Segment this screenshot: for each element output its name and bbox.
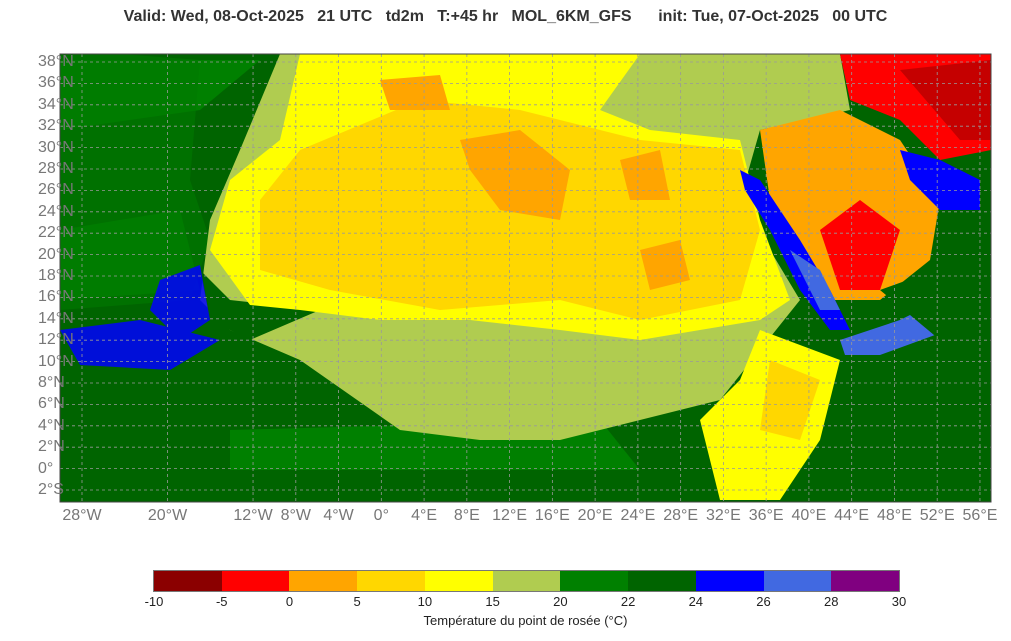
latitude-label: 0° — [38, 459, 54, 477]
colorbar-tick: 0 — [285, 594, 294, 609]
longitude-label: 20°E — [577, 507, 613, 524]
init-hour: 00 UTC — [832, 8, 888, 25]
latitude-label: 2°S — [38, 481, 64, 498]
longitude-label: 40°E — [791, 507, 827, 524]
latitude-label: 8°N — [38, 374, 65, 391]
latitude-label: 26°N — [38, 181, 74, 199]
region-green-ocean — [60, 54, 210, 310]
latitude-label: 34°N — [38, 95, 74, 113]
model-name: MOL_6KM_GFS — [511, 8, 632, 25]
init-time: init: Tue, 07-Oct-2025 — [658, 8, 819, 25]
colorbar-tick: 10 — [417, 594, 433, 609]
colorbar-tick: -5 — [215, 594, 228, 609]
colorbar-tick: 20 — [553, 594, 568, 609]
variable: td2m — [385, 8, 424, 25]
lead-time: T:+45 hr — [437, 8, 499, 25]
longitude-label: 44°E — [834, 507, 870, 524]
region-blue-atlantic — [60, 265, 220, 370]
colorbar-swatch — [221, 571, 290, 591]
colorbar-swatch — [628, 571, 696, 591]
longitude-label: 28°W — [62, 507, 102, 524]
valid-time: Valid: Wed, 08-Oct-2025 — [123, 8, 304, 25]
colorbar-swatch — [289, 571, 358, 591]
colorbar — [153, 570, 900, 592]
latitude-label: 18°N — [38, 267, 74, 284]
latitude-label: 2°N — [38, 438, 65, 456]
graticule — [60, 54, 991, 502]
longitude-label: 8°W — [280, 507, 311, 524]
latitude-label: 24°N — [38, 202, 74, 220]
latitude-label: 20°N — [38, 245, 74, 263]
latitude-label: 6°N — [38, 395, 65, 413]
colorbar-swatch — [424, 571, 493, 591]
map-frame — [59, 53, 992, 503]
colorbar-swatch — [357, 571, 425, 591]
colorbar-label: Température du point de rosée (°C) — [423, 613, 628, 628]
colorbar-swatch — [560, 571, 629, 591]
map-title: Valid: Wed, 08-Oct-2025 21 UTC td2m T:+4… — [0, 8, 1011, 26]
region-gold-ethiopia — [760, 360, 820, 440]
region-dark-red — [900, 60, 991, 140]
colorbar-tick: 26 — [756, 594, 771, 609]
indian-ocean — [820, 250, 991, 502]
colorbar-tick: 22 — [620, 594, 636, 609]
longitude-label: 16°E — [534, 507, 570, 524]
longitude-label: 4°W — [323, 507, 354, 524]
latitude-label: 14°N — [38, 309, 74, 327]
latitude-label: 10°N — [38, 352, 74, 370]
latitude-label: 4°N — [38, 416, 65, 434]
colorbar-tick: 28 — [824, 594, 839, 609]
region-orange — [380, 75, 690, 290]
persian-gulf — [900, 150, 980, 210]
colorbar-swatch — [695, 571, 764, 591]
red-sea-south — [790, 250, 840, 310]
colorbar-tick: 15 — [485, 594, 500, 609]
longitude-label: 8°E — [453, 507, 480, 524]
longitude-label: 24°E — [620, 507, 656, 524]
colorbar-tick: -10 — [144, 594, 164, 609]
latitude-label: 16°N — [38, 288, 74, 306]
longitude-label: 4°E — [411, 507, 438, 524]
colorbar-swatch — [763, 571, 832, 591]
valid-hour: 21 UTC — [317, 8, 373, 25]
longitude-label: 52°E — [919, 507, 955, 524]
colorbar-swatch — [831, 571, 900, 591]
longitude-label: 20°W — [147, 507, 188, 524]
colorbar-tick: 30 — [891, 594, 907, 609]
longitude-label: 12°E — [492, 507, 528, 524]
longitude-label: 12°W — [233, 507, 273, 524]
latitude-label: 12°N — [38, 331, 74, 349]
longitude-label: 48°E — [877, 507, 912, 524]
colorbar-swatch — [492, 571, 561, 591]
longitude-label: 28°E — [663, 507, 699, 524]
colorbar-tick: 5 — [353, 594, 361, 609]
latitude-label: 22°N — [38, 224, 74, 242]
longitude-label: 0° — [373, 507, 389, 524]
latitude-label: 32°N — [38, 117, 74, 135]
longitude-label: 32°E — [705, 507, 741, 524]
latitude-label: 38°N — [38, 53, 74, 70]
longitude-label: 36°E — [748, 507, 784, 524]
latitude-label: 30°N — [38, 138, 74, 156]
colorbar-swatch — [154, 571, 222, 591]
longitude-label: 56°E — [962, 507, 998, 524]
latitude-label: 28°N — [38, 160, 74, 177]
colorbar-tick: 24 — [688, 594, 704, 609]
latitude-label: 36°N — [38, 74, 74, 92]
